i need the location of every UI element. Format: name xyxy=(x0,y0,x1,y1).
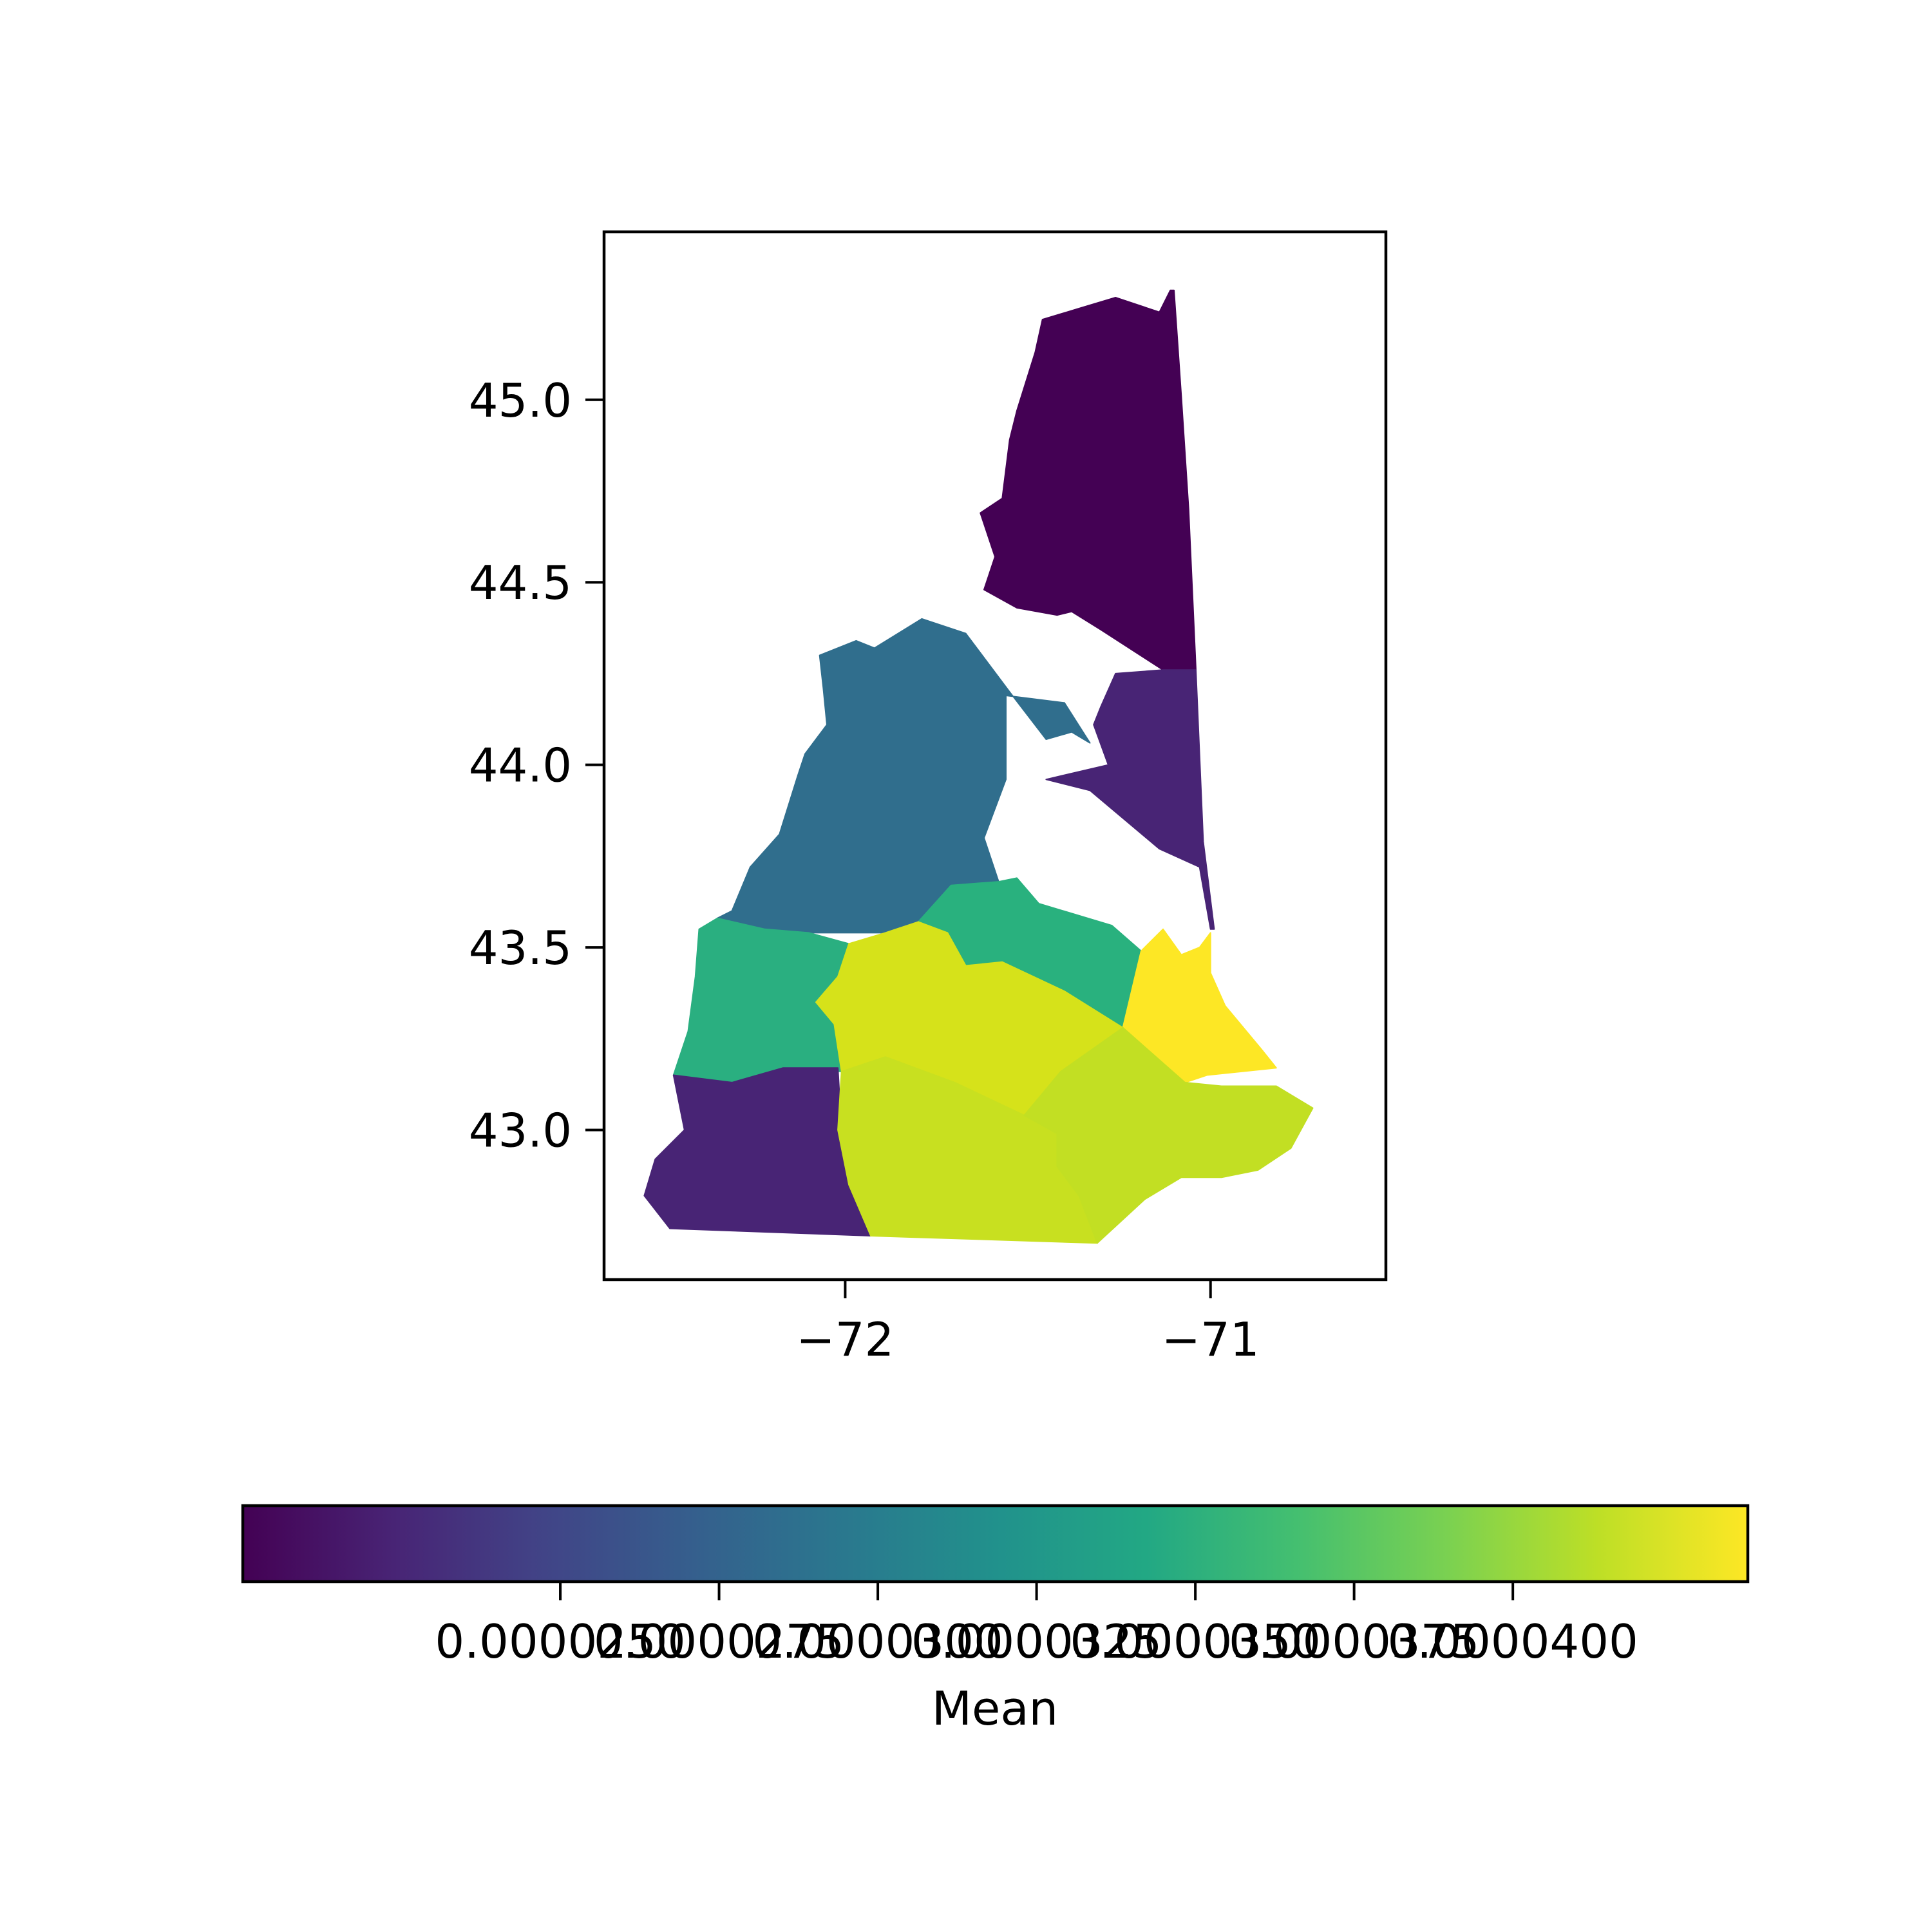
region-coos xyxy=(980,289,1197,671)
colorbar-tick-label: 0.0000350 xyxy=(1070,1615,1320,1669)
x-tick-label: −72 xyxy=(796,1312,894,1367)
colorbar-gradient xyxy=(243,1506,1748,1582)
y-tick-label: 43.0 xyxy=(469,1104,572,1158)
colorbar-tick-label: 0.0000300 xyxy=(752,1615,1003,1669)
county-regions xyxy=(643,289,1314,1244)
colorbar-frame xyxy=(241,1504,1750,1584)
region-grafton xyxy=(716,618,1091,934)
y-tick-label: 43.5 xyxy=(469,921,572,975)
colorbar-tick-label: 0.0000325 xyxy=(911,1615,1162,1669)
y-tick-label: 44.0 xyxy=(469,739,572,793)
y-tick-label: 45.0 xyxy=(469,374,572,428)
x-tick-label: −71 xyxy=(1162,1312,1260,1367)
colorbar-tick-label: 0.0000275 xyxy=(594,1615,844,1669)
map-axes-frame xyxy=(602,230,1388,1282)
region-cheshire xyxy=(643,1067,872,1236)
colorbar-tick-label: 0.0000250 xyxy=(435,1615,685,1669)
y-tick-label: 44.5 xyxy=(469,556,572,610)
x-axis-ticks: −72 −71 xyxy=(796,1280,1260,1367)
colorbar-tick-label: 0.0000375 xyxy=(1229,1615,1479,1669)
colorbar-tick-label: 0.0000400 xyxy=(1387,1615,1638,1669)
region-carroll xyxy=(1045,669,1215,930)
y-axis-ticks: 43.0 43.5 44.0 44.5 45.0 xyxy=(469,374,604,1158)
colorbar-ticks: 0.00002500.00002750.00003000.00003250.00… xyxy=(435,1582,1638,1669)
colorbar-label: Mean xyxy=(932,1681,1058,1736)
region-rockingham xyxy=(1023,1027,1314,1244)
